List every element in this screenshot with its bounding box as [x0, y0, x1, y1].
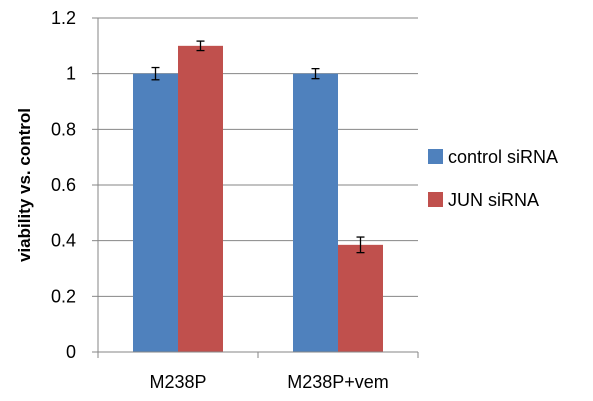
legend-swatch: [428, 192, 443, 207]
bar-jun-sirna-2: [338, 244, 383, 352]
y-axis-title: viability vs. control: [15, 108, 34, 262]
y-tick-label: 0.8: [51, 119, 76, 139]
legend-label: JUN siRNA: [448, 190, 539, 210]
legend-label: control siRNA: [448, 147, 558, 167]
bar-control-sirna-2: [293, 73, 338, 353]
y-tick-label: 1.2: [51, 8, 76, 28]
error-bar: [196, 40, 205, 52]
bar-jun-sirna-1: [178, 45, 223, 352]
y-tick-label: 0: [66, 342, 76, 362]
y-tick-label: 1: [66, 64, 76, 84]
bars: [133, 45, 383, 353]
y-tick-label: 0.6: [51, 175, 76, 195]
x-tick-label: M238P: [149, 372, 206, 392]
y-tick-label: 0.4: [51, 231, 76, 251]
y-tick-label: 0.2: [51, 286, 76, 306]
bar-control-sirna-1: [133, 73, 178, 353]
error-bars: [151, 40, 365, 254]
error-bar: [151, 66, 160, 81]
legend-swatch: [428, 149, 443, 164]
legend: control siRNA JUN siRNA: [428, 147, 558, 210]
x-tick-label: M238P+vem: [287, 372, 389, 392]
y-tick-labels: 0 0.2 0.4 0.6 0.8 1 1.2: [51, 8, 76, 362]
error-bar: [356, 236, 365, 254]
x-tick-labels: M238P M238P+vem: [97, 352, 419, 392]
error-bar: [311, 68, 320, 80]
